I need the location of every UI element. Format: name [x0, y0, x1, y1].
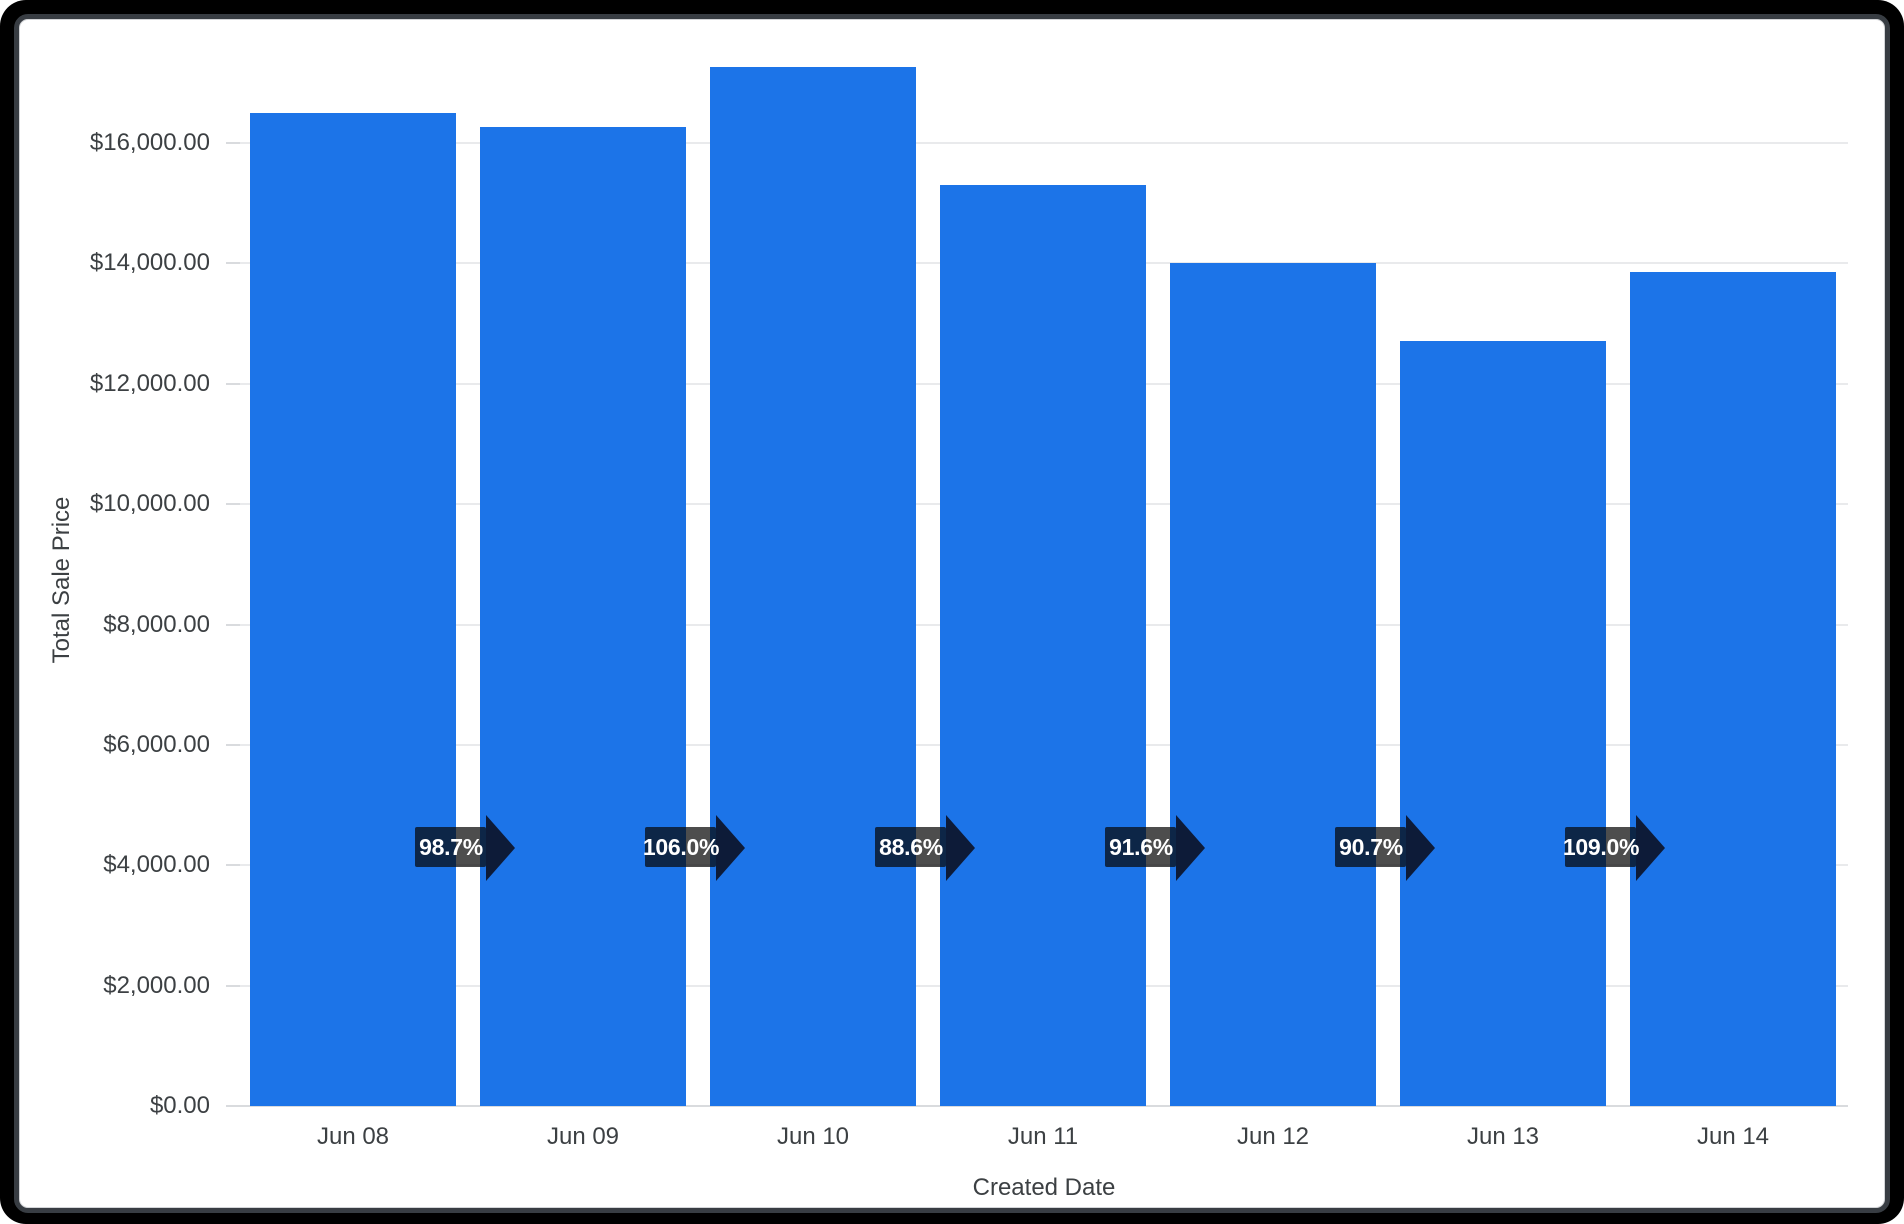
right-arrow-icon — [1105, 815, 1205, 881]
bar-jun-11[interactable] — [940, 185, 1146, 1106]
bar-jun-13[interactable] — [1400, 341, 1606, 1106]
growth-percentage-label: 91.6% — [1109, 834, 1173, 860]
growth-percentage-label: 106.0% — [642, 834, 720, 860]
growth-arrow-badge: 106.0% — [643, 814, 746, 882]
bar-jun-14[interactable] — [1630, 272, 1836, 1106]
y-axis-tick — [226, 382, 240, 385]
bar-jun-12[interactable] — [1170, 262, 1376, 1106]
right-arrow-icon — [1565, 815, 1665, 881]
growth-percentage-label: 88.6% — [879, 834, 943, 860]
right-arrow-icon — [1335, 815, 1435, 881]
right-arrow-icon — [645, 815, 745, 881]
growth-percentage-label: 90.7% — [1339, 834, 1403, 860]
y-axis-tick — [226, 743, 240, 746]
growth-arrow-badge: 98.7% — [415, 814, 516, 882]
y-tick-label: $12,000.00 — [89, 369, 210, 397]
x-tick-label: Jun 09 — [546, 1123, 620, 1150]
growth-arrow-badge: 109.0% — [1563, 814, 1666, 882]
x-axis-baseline — [240, 1105, 1848, 1107]
x-tick-label: Jun 08 — [316, 1123, 390, 1150]
bar-jun-10[interactable] — [710, 67, 916, 1106]
y-tick-label: $10,000.00 — [89, 490, 210, 518]
y-axis-tick — [226, 142, 240, 144]
growth-arrow-badge: 88.6% — [875, 814, 976, 882]
y-axis-tick — [226, 623, 240, 626]
y-tick-label: $6,000.00 — [103, 730, 210, 758]
y-axis-tick — [226, 864, 240, 867]
y-tick-label: $8,000.00 — [103, 610, 210, 638]
y-axis-tick — [226, 1105, 240, 1107]
x-tick-label: Jun 11 — [1007, 1123, 1079, 1150]
y-axis-tick — [226, 262, 240, 265]
y-axis-tick — [226, 984, 240, 987]
y-tick-label: $16,000.00 — [89, 129, 210, 156]
growth-percentage-label: 98.7% — [419, 834, 483, 860]
bar-jun-09[interactable] — [480, 126, 686, 1106]
y-axis-tick — [226, 503, 240, 506]
growth-percentage-label: 109.0% — [1562, 834, 1640, 860]
y-tick-label: $0.00 — [149, 1092, 210, 1119]
x-tick-label: Jun 13 — [1466, 1123, 1540, 1150]
gridline — [240, 142, 1848, 144]
x-tick-label: Jun 10 — [776, 1123, 850, 1150]
x-axis-title: Created Date — [972, 1174, 1116, 1201]
y-tick-label: $14,000.00 — [89, 249, 210, 277]
y-tick-label: $4,000.00 — [103, 851, 210, 879]
growth-arrow-badge: 91.6% — [1105, 814, 1206, 882]
x-tick-label: Jun 12 — [1236, 1123, 1310, 1150]
growth-arrow-badge: 90.7% — [1335, 814, 1436, 882]
right-arrow-icon — [875, 815, 975, 881]
y-axis-title: Total Sale Price — [48, 496, 75, 664]
y-tick-label: $2,000.00 — [103, 971, 210, 999]
bar-jun-08[interactable] — [250, 113, 456, 1106]
x-tick-label: Jun 14 — [1696, 1123, 1770, 1150]
right-arrow-icon — [415, 815, 515, 881]
